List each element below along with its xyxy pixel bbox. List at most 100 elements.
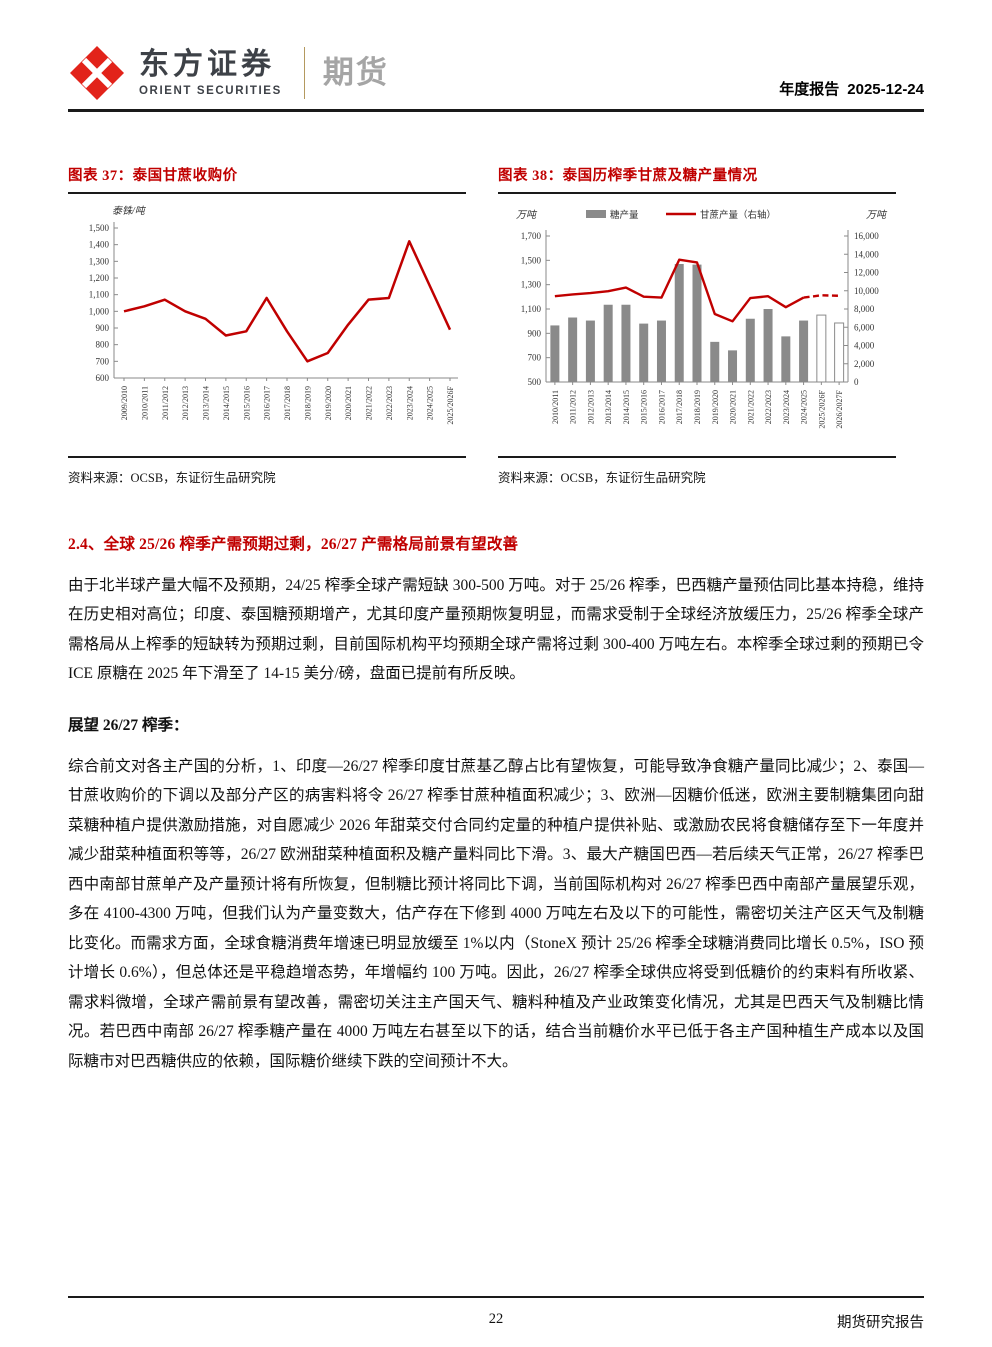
- svg-text:2015/2016: 2015/2016: [242, 386, 251, 420]
- page-footer: 22 期货研究报告: [68, 1296, 924, 1331]
- svg-text:1,100: 1,100: [89, 290, 110, 300]
- svg-text:2011/2012: 2011/2012: [161, 386, 170, 420]
- svg-text:1,500: 1,500: [89, 223, 110, 233]
- brand-block: 东方证券 ORIENT SECURITIES 期货: [68, 44, 389, 102]
- page-header: 东方证券 ORIENT SECURITIES 期货 年度报告 2025-12-24: [0, 0, 992, 102]
- svg-text:2011/2012: 2011/2012: [569, 390, 578, 424]
- svg-text:2013/2014: 2013/2014: [202, 386, 211, 420]
- svg-text:800: 800: [96, 340, 110, 350]
- sugar-production-bars: [550, 263, 845, 383]
- svg-text:500: 500: [528, 377, 542, 387]
- svg-text:泰铢/吨: 泰铢/吨: [112, 205, 147, 217]
- svg-text:8,000: 8,000: [854, 304, 875, 314]
- svg-text:2017/2018: 2017/2018: [675, 390, 684, 424]
- footer-row: 22 期货研究报告: [68, 1311, 924, 1331]
- cane-production-line: [803, 294, 840, 299]
- thailand-cane-price-line-chart: 600 700 800 900 1,000 1,100 1,200 1,300 1,400 1,5…: [89, 205, 458, 425]
- brand-name-en: ORIENT SECURITIES: [139, 84, 282, 97]
- svg-text:2021/2022: 2021/2022: [365, 386, 374, 420]
- report-date: 2025-12-24: [847, 81, 924, 98]
- svg-text:2021/2022: 2021/2022: [746, 390, 755, 424]
- svg-text:甘蔗产量（右轴）: 甘蔗产量（右轴）: [700, 209, 776, 221]
- header-rule: [68, 109, 924, 112]
- thailand-cane-sugar-production-combo-chart: 500 700 900 1,100 1,300 1,500 1,700 0 2,000 4,000…: [516, 209, 888, 429]
- report-type: 年度报告: [779, 81, 840, 98]
- footer-rule: [68, 1296, 924, 1298]
- svg-text:2015/2016: 2015/2016: [640, 390, 649, 424]
- svg-text:2024/2025: 2024/2025: [426, 386, 435, 420]
- svg-text:16,000: 16,000: [854, 231, 879, 241]
- brand-text: 东方证券 ORIENT SECURITIES: [139, 47, 282, 97]
- paragraph-2: 综合前文对各主产国的分析，1、印度—26/27 榨季印度甘蔗基乙醇占比有望恢复，…: [68, 757, 924, 1070]
- figure-38-source: 资料来源：OCSB，东证衍生品研究院: [498, 470, 706, 485]
- svg-text:10,000: 10,000: [854, 286, 879, 296]
- svg-text:2012/2013: 2012/2013: [586, 390, 595, 424]
- svg-text:2014/2015: 2014/2015: [622, 390, 631, 424]
- svg-text:2019/2020: 2019/2020: [711, 390, 720, 424]
- chart-legend: 糖产量 甘蔗产量（右轴）: [586, 209, 776, 221]
- svg-text:1,500: 1,500: [521, 255, 542, 265]
- svg-text:1,000: 1,000: [89, 306, 110, 316]
- svg-text:2014/2015: 2014/2015: [222, 386, 231, 420]
- svg-text:2016/2017: 2016/2017: [657, 390, 666, 424]
- x-axis-labels: 2009/2010 2010/2011 2011/2012 2012/2013 2013…: [120, 378, 455, 425]
- svg-text:900: 900: [528, 328, 542, 338]
- svg-text:2022/2023: 2022/2023: [385, 386, 394, 420]
- figures-row: 图表 37：泰国甘蔗收购价 600 700 800 900 1,000 1,100 1,20…: [68, 164, 924, 486]
- orient-securities-logo-icon: [70, 46, 124, 100]
- svg-text:2019/2020: 2019/2020: [324, 386, 333, 420]
- svg-text:2023/2024: 2023/2024: [405, 386, 414, 420]
- svg-text:万吨: 万吨: [516, 209, 538, 221]
- svg-text:6,000: 6,000: [854, 322, 875, 332]
- svg-text:600: 600: [96, 373, 110, 383]
- cane-production-line: [554, 258, 805, 323]
- svg-text:2020/2021: 2020/2021: [729, 390, 738, 424]
- outlook-subheading: 展望 26/27 榨季：: [68, 716, 189, 734]
- cane-price-line: [123, 240, 452, 363]
- svg-text:700: 700: [528, 353, 542, 363]
- footer-label: 期货研究报告: [837, 1315, 924, 1331]
- svg-text:2016/2017: 2016/2017: [263, 386, 272, 420]
- division-label: 期货: [322, 55, 389, 91]
- svg-text:2025/2026F: 2025/2026F: [817, 389, 826, 428]
- figure-38-rule-bottom: [498, 456, 896, 458]
- svg-text:2018/2019: 2018/2019: [303, 386, 312, 420]
- svg-text:万吨: 万吨: [866, 209, 888, 221]
- svg-text:0: 0: [854, 377, 859, 387]
- figure-37: 图表 37：泰国甘蔗收购价 600 700 800 900 1,000 1,100 1,20…: [68, 164, 466, 486]
- svg-text:14,000: 14,000: [854, 249, 879, 259]
- figure-38: 图表 38：泰国历榨季甘蔗及糖产量情况 500 700 900 1,100 1,300 1…: [498, 164, 896, 486]
- svg-text:1,200: 1,200: [89, 273, 110, 283]
- svg-text:2020/2021: 2020/2021: [344, 386, 353, 420]
- svg-text:2010/2011: 2010/2011: [140, 386, 149, 420]
- svg-text:2024/2025: 2024/2025: [800, 390, 809, 424]
- figure-37-title: 图表 37：泰国甘蔗收购价: [68, 168, 238, 184]
- svg-text:2009/2010: 2009/2010: [120, 386, 129, 420]
- svg-text:2026/2027F: 2026/2027F: [835, 389, 844, 428]
- figure-38-title: 图表 38：泰国历榨季甘蔗及糖产量情况: [498, 168, 758, 184]
- svg-text:1,300: 1,300: [89, 256, 110, 266]
- svg-text:1,300: 1,300: [521, 280, 542, 290]
- svg-text:糖产量: 糖产量: [610, 209, 639, 221]
- svg-text:1,700: 1,700: [521, 231, 542, 241]
- page-number: 22: [488, 1311, 504, 1327]
- svg-text:2,000: 2,000: [854, 359, 875, 369]
- svg-text:1,100: 1,100: [521, 304, 542, 314]
- brand-divider: [303, 47, 305, 99]
- svg-text:1,400: 1,400: [89, 240, 110, 250]
- svg-text:2018/2019: 2018/2019: [693, 390, 702, 424]
- svg-text:2012/2013: 2012/2013: [181, 386, 190, 420]
- figure-37-rule-top: [68, 192, 466, 194]
- brand-name-cn: 东方证券: [139, 47, 275, 81]
- x-axis-labels: 2010/2011 2011/2012 2012/2013 2013/2014 2014…: [551, 382, 844, 429]
- svg-text:700: 700: [96, 356, 110, 366]
- svg-text:900: 900: [96, 323, 110, 333]
- svg-text:2022/2023: 2022/2023: [764, 390, 773, 424]
- section-heading: 2.4、全球 25/26 榨季产需预期过剩，26/27 产需格局前景有望改善: [68, 535, 519, 553]
- paragraph-1: 由于北半球产量大幅不及预期，24/25 榨季全球产需短缺 300-500 万吨。…: [68, 576, 924, 683]
- svg-text:2017/2018: 2017/2018: [283, 386, 292, 420]
- svg-text:2013/2014: 2013/2014: [604, 390, 613, 424]
- svg-text:12,000: 12,000: [854, 268, 879, 278]
- figure-37-source: 资料来源：OCSB，东证衍生品研究院: [68, 470, 276, 485]
